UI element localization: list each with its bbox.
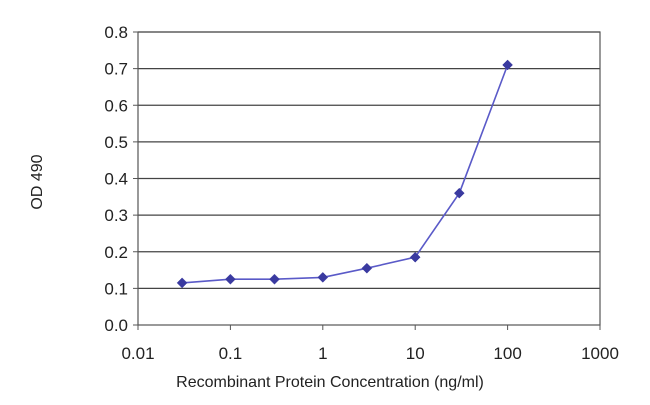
y-axis-label: OD 490 xyxy=(29,154,46,209)
x-axis-ticks: 0.01 0.1 1 10 100 1000 xyxy=(121,325,619,363)
y-tick-label: 0.4 xyxy=(104,170,128,189)
x-tick-label: 1000 xyxy=(581,344,619,363)
data-point xyxy=(225,273,236,285)
data-point xyxy=(453,187,465,199)
x-tick-label: 0.01 xyxy=(121,344,154,363)
y-tick-label: 0.6 xyxy=(104,96,128,115)
x-tick-label: 100 xyxy=(493,344,521,363)
y-tick-label: 0.0 xyxy=(104,316,128,335)
data-point xyxy=(361,262,373,274)
series-layer xyxy=(176,59,513,289)
x-tick-label: 10 xyxy=(406,344,425,363)
x-axis-label: Recombinant Protein Concentration (ng/ml… xyxy=(176,374,484,391)
x-tick-label: 1 xyxy=(318,344,327,363)
data-point xyxy=(409,251,421,263)
y-tick-label: 0.3 xyxy=(104,206,128,225)
data-point xyxy=(502,59,513,71)
data-point xyxy=(176,277,188,289)
series-line xyxy=(182,64,509,284)
y-tick-label: 0.5 xyxy=(104,133,128,152)
y-tick-label: 0.8 xyxy=(104,23,128,42)
data-point xyxy=(317,272,329,283)
data-point xyxy=(269,273,280,285)
y-tick-label: 0.7 xyxy=(104,60,128,79)
y-tick-label: 0.2 xyxy=(104,243,128,262)
x-tick-label: 0.1 xyxy=(219,344,243,363)
y-tick-label: 0.1 xyxy=(104,279,128,298)
y-axis-ticks: 0.0 0.1 0.2 0.3 0.4 0.5 0.6 0.7 0.8 xyxy=(104,23,138,335)
